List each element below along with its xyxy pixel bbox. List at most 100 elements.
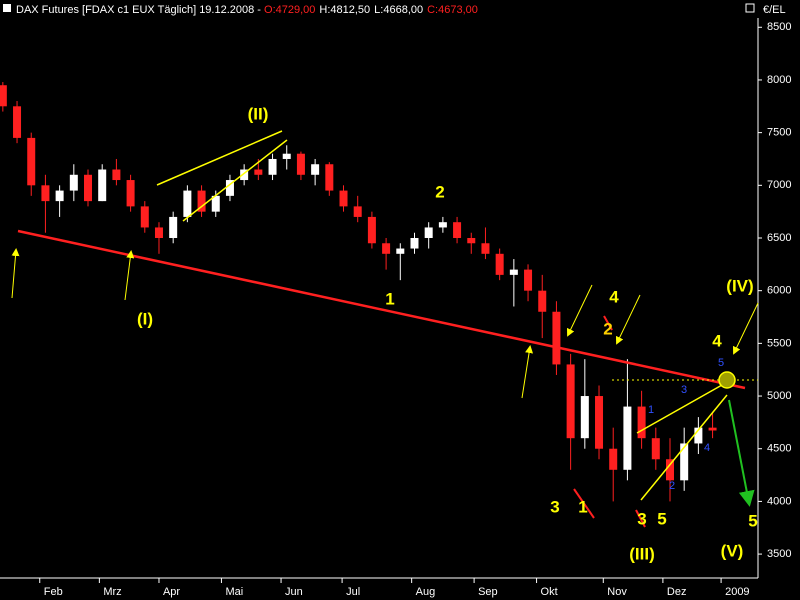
wave-label: 2 xyxy=(603,319,612,338)
candle-body xyxy=(396,248,405,254)
x-tick-label: Mai xyxy=(225,586,243,598)
header-ohlc: O:4729,00 xyxy=(264,4,315,16)
target-circle xyxy=(718,371,736,389)
wave-label: 3 xyxy=(681,384,687,396)
y-tick-label: 8000 xyxy=(767,74,791,86)
wave-label: (IV) xyxy=(726,276,753,295)
candle-body xyxy=(495,253,504,275)
arrow xyxy=(615,294,641,345)
triangle-line xyxy=(640,394,728,501)
candle-body xyxy=(580,396,589,439)
candle-body xyxy=(595,396,604,449)
axis-unit: €/EL xyxy=(763,4,786,16)
wave-label: 2 xyxy=(435,182,444,201)
candle-body xyxy=(566,364,575,439)
candle-body xyxy=(41,185,50,202)
wave-label: 5 xyxy=(718,357,724,369)
candle-body xyxy=(0,85,7,107)
candle-body xyxy=(524,269,533,291)
y-tick-label: 6000 xyxy=(767,285,791,297)
header: DAX Futures [FDAX c1 EUX Täglich] 19.12.… xyxy=(16,4,478,16)
arrow xyxy=(521,345,534,399)
arrow xyxy=(11,248,20,299)
candle-body xyxy=(680,443,689,481)
y-tick-label: 4000 xyxy=(767,495,791,507)
channel-line xyxy=(156,130,283,186)
header-ohlc: L:4668,00 xyxy=(374,4,423,16)
candle-body xyxy=(665,459,674,481)
candle-body xyxy=(637,406,646,439)
x-tick-label: Jul xyxy=(346,586,360,598)
candle-body xyxy=(183,190,192,217)
y-tick-label: 7500 xyxy=(767,127,791,139)
candle-body xyxy=(538,290,547,312)
candle-body xyxy=(438,222,447,228)
slash-mark xyxy=(573,488,595,519)
wave-label: 1 xyxy=(385,289,394,308)
candle-body xyxy=(325,164,334,191)
candle-body xyxy=(694,427,703,444)
wave-label: 4 xyxy=(704,442,710,454)
slash-mark xyxy=(603,315,613,331)
x-tick-label: Mrz xyxy=(103,586,121,598)
slash-mark xyxy=(635,509,646,528)
wave-label: 3 xyxy=(637,509,646,528)
candle-body xyxy=(27,137,36,186)
wave-label: (V) xyxy=(721,541,744,560)
candle-body xyxy=(509,269,518,275)
candle-body xyxy=(169,216,178,238)
candle-body xyxy=(211,195,220,212)
x-tick-label: 2009 xyxy=(725,586,749,598)
wave-label: 1 xyxy=(578,497,587,516)
candle-body xyxy=(651,438,660,460)
candle-body xyxy=(339,190,348,207)
header-ohlc: C:4673,00 xyxy=(427,4,478,16)
wave-label: 5 xyxy=(748,511,757,530)
x-tick-label: Feb xyxy=(44,586,63,598)
candle-body xyxy=(367,216,376,244)
candle-body xyxy=(453,222,462,238)
window-icon[interactable] xyxy=(745,3,755,13)
y-tick-label: 5000 xyxy=(767,390,791,402)
candle-body xyxy=(382,243,391,254)
candle-body xyxy=(708,427,717,431)
wave-label: 4 xyxy=(712,331,722,350)
candle-body xyxy=(254,169,263,175)
y-tick-label: 7000 xyxy=(767,179,791,191)
menu-icon[interactable] xyxy=(3,4,11,12)
arrow xyxy=(728,399,755,507)
x-tick-label: Aug xyxy=(416,586,436,598)
wave-label: 2 xyxy=(669,480,675,492)
candle-body xyxy=(197,190,206,212)
candle-body xyxy=(609,448,618,470)
candle-body xyxy=(84,174,93,202)
candle-body xyxy=(481,243,490,254)
wave-label: 3 xyxy=(550,497,559,516)
candle-body xyxy=(424,227,433,238)
wave-label: 5 xyxy=(657,509,666,528)
candle-body xyxy=(140,206,149,228)
y-tick-label: 6500 xyxy=(767,232,791,244)
y-tick-label: 8500 xyxy=(767,21,791,33)
channel-line xyxy=(182,139,288,222)
candle-body xyxy=(240,169,249,181)
header-ohlc: H:4812,50 xyxy=(319,4,370,16)
candle-body xyxy=(55,190,64,202)
arrow xyxy=(566,284,593,337)
y-tick-label: 3500 xyxy=(767,548,791,560)
candle-body xyxy=(98,169,107,202)
plot xyxy=(0,82,717,502)
wave-label: (III) xyxy=(629,544,655,563)
x-tick-label: Sep xyxy=(478,586,498,598)
candle-body xyxy=(623,406,632,470)
candle-body xyxy=(13,106,22,138)
trend-line xyxy=(17,229,746,390)
candle-body xyxy=(268,158,277,175)
x-tick-label: Dez xyxy=(667,586,687,598)
triangle-line xyxy=(636,384,723,434)
arrow xyxy=(124,250,135,301)
y-tick-label: 5500 xyxy=(767,337,791,349)
